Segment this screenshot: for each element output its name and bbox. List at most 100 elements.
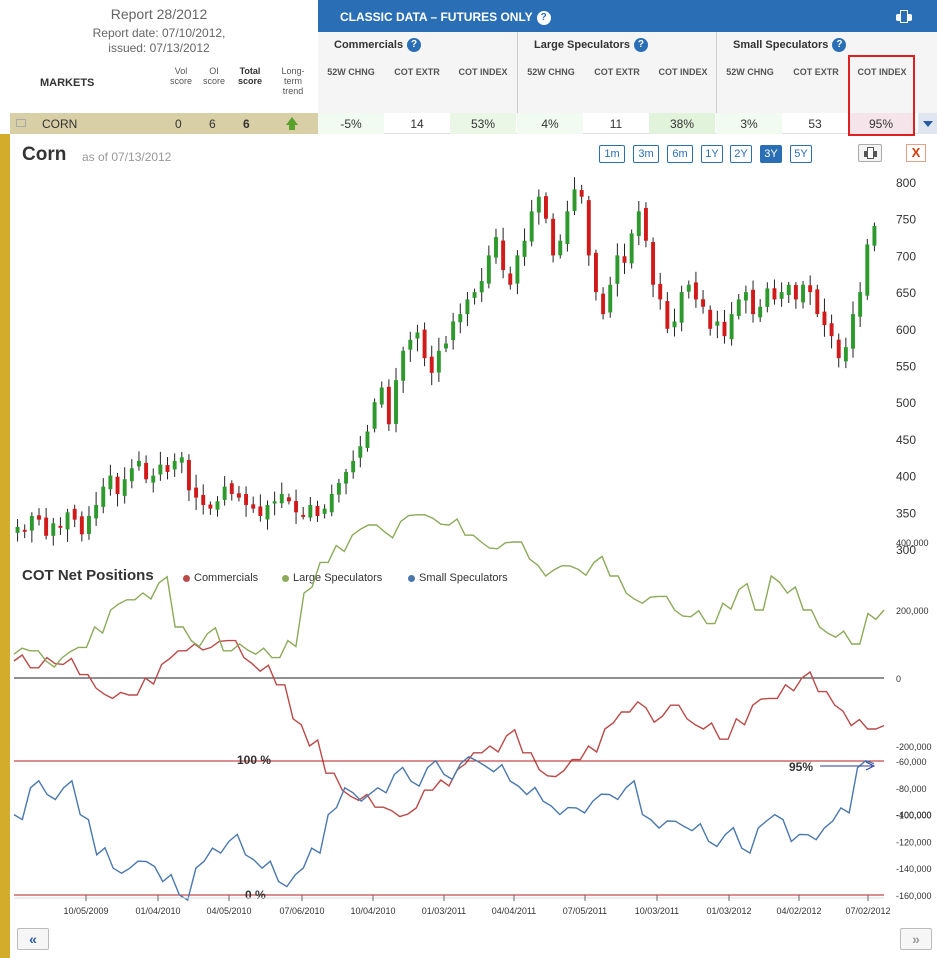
- candle-body: [65, 512, 70, 530]
- cot-line-commercials: [13, 639, 885, 818]
- annotation-arrow-head: [865, 761, 876, 771]
- large-cot-index: 38%: [669, 117, 695, 131]
- x-tick-label: 01/03/2011: [422, 906, 466, 916]
- price-tick-label: 750: [896, 213, 916, 227]
- candle-body: [658, 283, 663, 300]
- candle-body: [244, 494, 249, 505]
- help-icon[interactable]: ?: [536, 10, 551, 25]
- candle-body: [15, 526, 20, 533]
- col-cot-extr: COT EXTR: [394, 67, 440, 77]
- oi-score: 6: [209, 117, 216, 131]
- candle-body: [458, 314, 463, 323]
- candle-body: [558, 240, 563, 256]
- total-score-header: Total score: [237, 66, 263, 86]
- candle-body: [665, 301, 670, 329]
- comm-cot-extr: 14: [410, 117, 424, 131]
- candle-body: [236, 493, 241, 498]
- candle-body: [615, 255, 620, 284]
- range-button-5y[interactable]: 5Y: [790, 145, 812, 163]
- candle-body: [851, 314, 855, 349]
- candle-body: [565, 211, 570, 244]
- price-tick-label: 500: [896, 396, 916, 410]
- label-95-percent: 95%: [789, 760, 813, 774]
- candle-body: [408, 339, 413, 350]
- nav-prev-button[interactable]: «: [17, 928, 49, 950]
- market-row-corn[interactable]: CORN 0 6 6: [10, 113, 318, 134]
- candle-body: [708, 309, 713, 329]
- total-score: 6: [243, 117, 250, 131]
- highlight-box: [848, 55, 915, 136]
- candle-body: [101, 486, 106, 507]
- expand-row-button[interactable]: [918, 113, 937, 134]
- long-term-trend-header: Long-term trend: [281, 66, 305, 96]
- comm-cot-index: 53%: [470, 117, 496, 131]
- market-name: CORN: [42, 117, 78, 131]
- label-100-percent: 100 %: [237, 753, 271, 767]
- print-icon[interactable]: [896, 10, 912, 23]
- range-button-1m[interactable]: 1m: [599, 145, 625, 163]
- price-tick-label: 700: [896, 249, 916, 263]
- candle-body: [322, 508, 327, 514]
- vol-score: 0: [175, 117, 182, 131]
- range-button-6m[interactable]: 6m: [667, 145, 693, 163]
- candle-body: [336, 482, 341, 495]
- left-accent-bar: [0, 134, 10, 958]
- candle-body: [279, 493, 284, 504]
- comm-52w-chng: -5%: [340, 117, 362, 131]
- nav-next-button[interactable]: »: [900, 928, 932, 950]
- candle-body: [194, 487, 199, 498]
- candle-body: [593, 252, 598, 293]
- candle-body: [529, 211, 534, 242]
- candle-body: [251, 504, 256, 509]
- candle-body: [465, 299, 470, 315]
- candle-body: [693, 282, 698, 300]
- candle-body: [779, 292, 784, 299]
- col-52w-chng: 52W CHNG: [527, 67, 575, 77]
- candle-body: [415, 332, 420, 339]
- print-chart-button[interactable]: [858, 144, 882, 162]
- candle-body: [94, 504, 99, 519]
- range-button-3m[interactable]: 3m: [633, 145, 659, 163]
- x-tick-label: 07/05/2011: [563, 906, 607, 916]
- candle-body: [22, 529, 27, 532]
- x-tick-label: 04/05/2010: [206, 906, 251, 916]
- cot-title: COT Net Positions: [22, 567, 154, 584]
- small-52w-chng: 3%: [740, 117, 758, 131]
- help-icon[interactable]: ?: [832, 38, 847, 52]
- candle-body: [508, 273, 513, 285]
- candle-body: [401, 350, 406, 381]
- x-tick-label: 04/02/2012: [776, 906, 821, 916]
- price-tick-label: 600: [896, 323, 916, 337]
- candle-body: [786, 284, 791, 296]
- price-tick-label: 550: [896, 360, 916, 374]
- small-cot-index: 95%: [868, 117, 894, 131]
- help-icon[interactable]: ?: [633, 38, 648, 52]
- classic-data-header: CLASSIC DATA – FUTURES ONLY?: [318, 0, 937, 32]
- small-spec-tick-label: -140,000: [896, 864, 932, 874]
- small-cot-extr: 53: [808, 117, 822, 131]
- candle-body: [715, 321, 720, 326]
- candle-body: [622, 256, 627, 263]
- small-speculators-group: Small Speculators? 52W CHNG COT EXTR COT…: [716, 32, 937, 113]
- candle-body: [829, 323, 834, 337]
- candle-body: [186, 459, 191, 491]
- legend-small-speculators: Small Speculators: [408, 572, 508, 584]
- candle-body: [358, 446, 363, 458]
- large-cot-extr: 11: [609, 117, 623, 131]
- help-icon[interactable]: ?: [407, 38, 422, 52]
- candle-body: [551, 218, 556, 256]
- range-button-1y[interactable]: 1Y: [701, 145, 723, 163]
- candle-body: [808, 285, 813, 293]
- close-chart-button[interactable]: X: [906, 144, 926, 162]
- col-52w-chng: 52W CHNG: [726, 67, 774, 77]
- cot-tick-label: 200,000: [896, 606, 929, 616]
- x-tick-label: 07/06/2010: [279, 906, 324, 916]
- range-button-3y[interactable]: 3Y: [760, 145, 782, 163]
- candle-body: [758, 306, 763, 318]
- small-speculators-group-title: Small Speculators?: [733, 38, 847, 52]
- trend-up-arrow-icon: [286, 117, 298, 125]
- commercials-group-title: Commercials?: [334, 38, 422, 52]
- range-button-2y[interactable]: 2Y: [730, 145, 752, 163]
- chart-toggle-icon[interactable]: [16, 119, 26, 127]
- x-tick-label: 07/02/2012: [845, 906, 890, 916]
